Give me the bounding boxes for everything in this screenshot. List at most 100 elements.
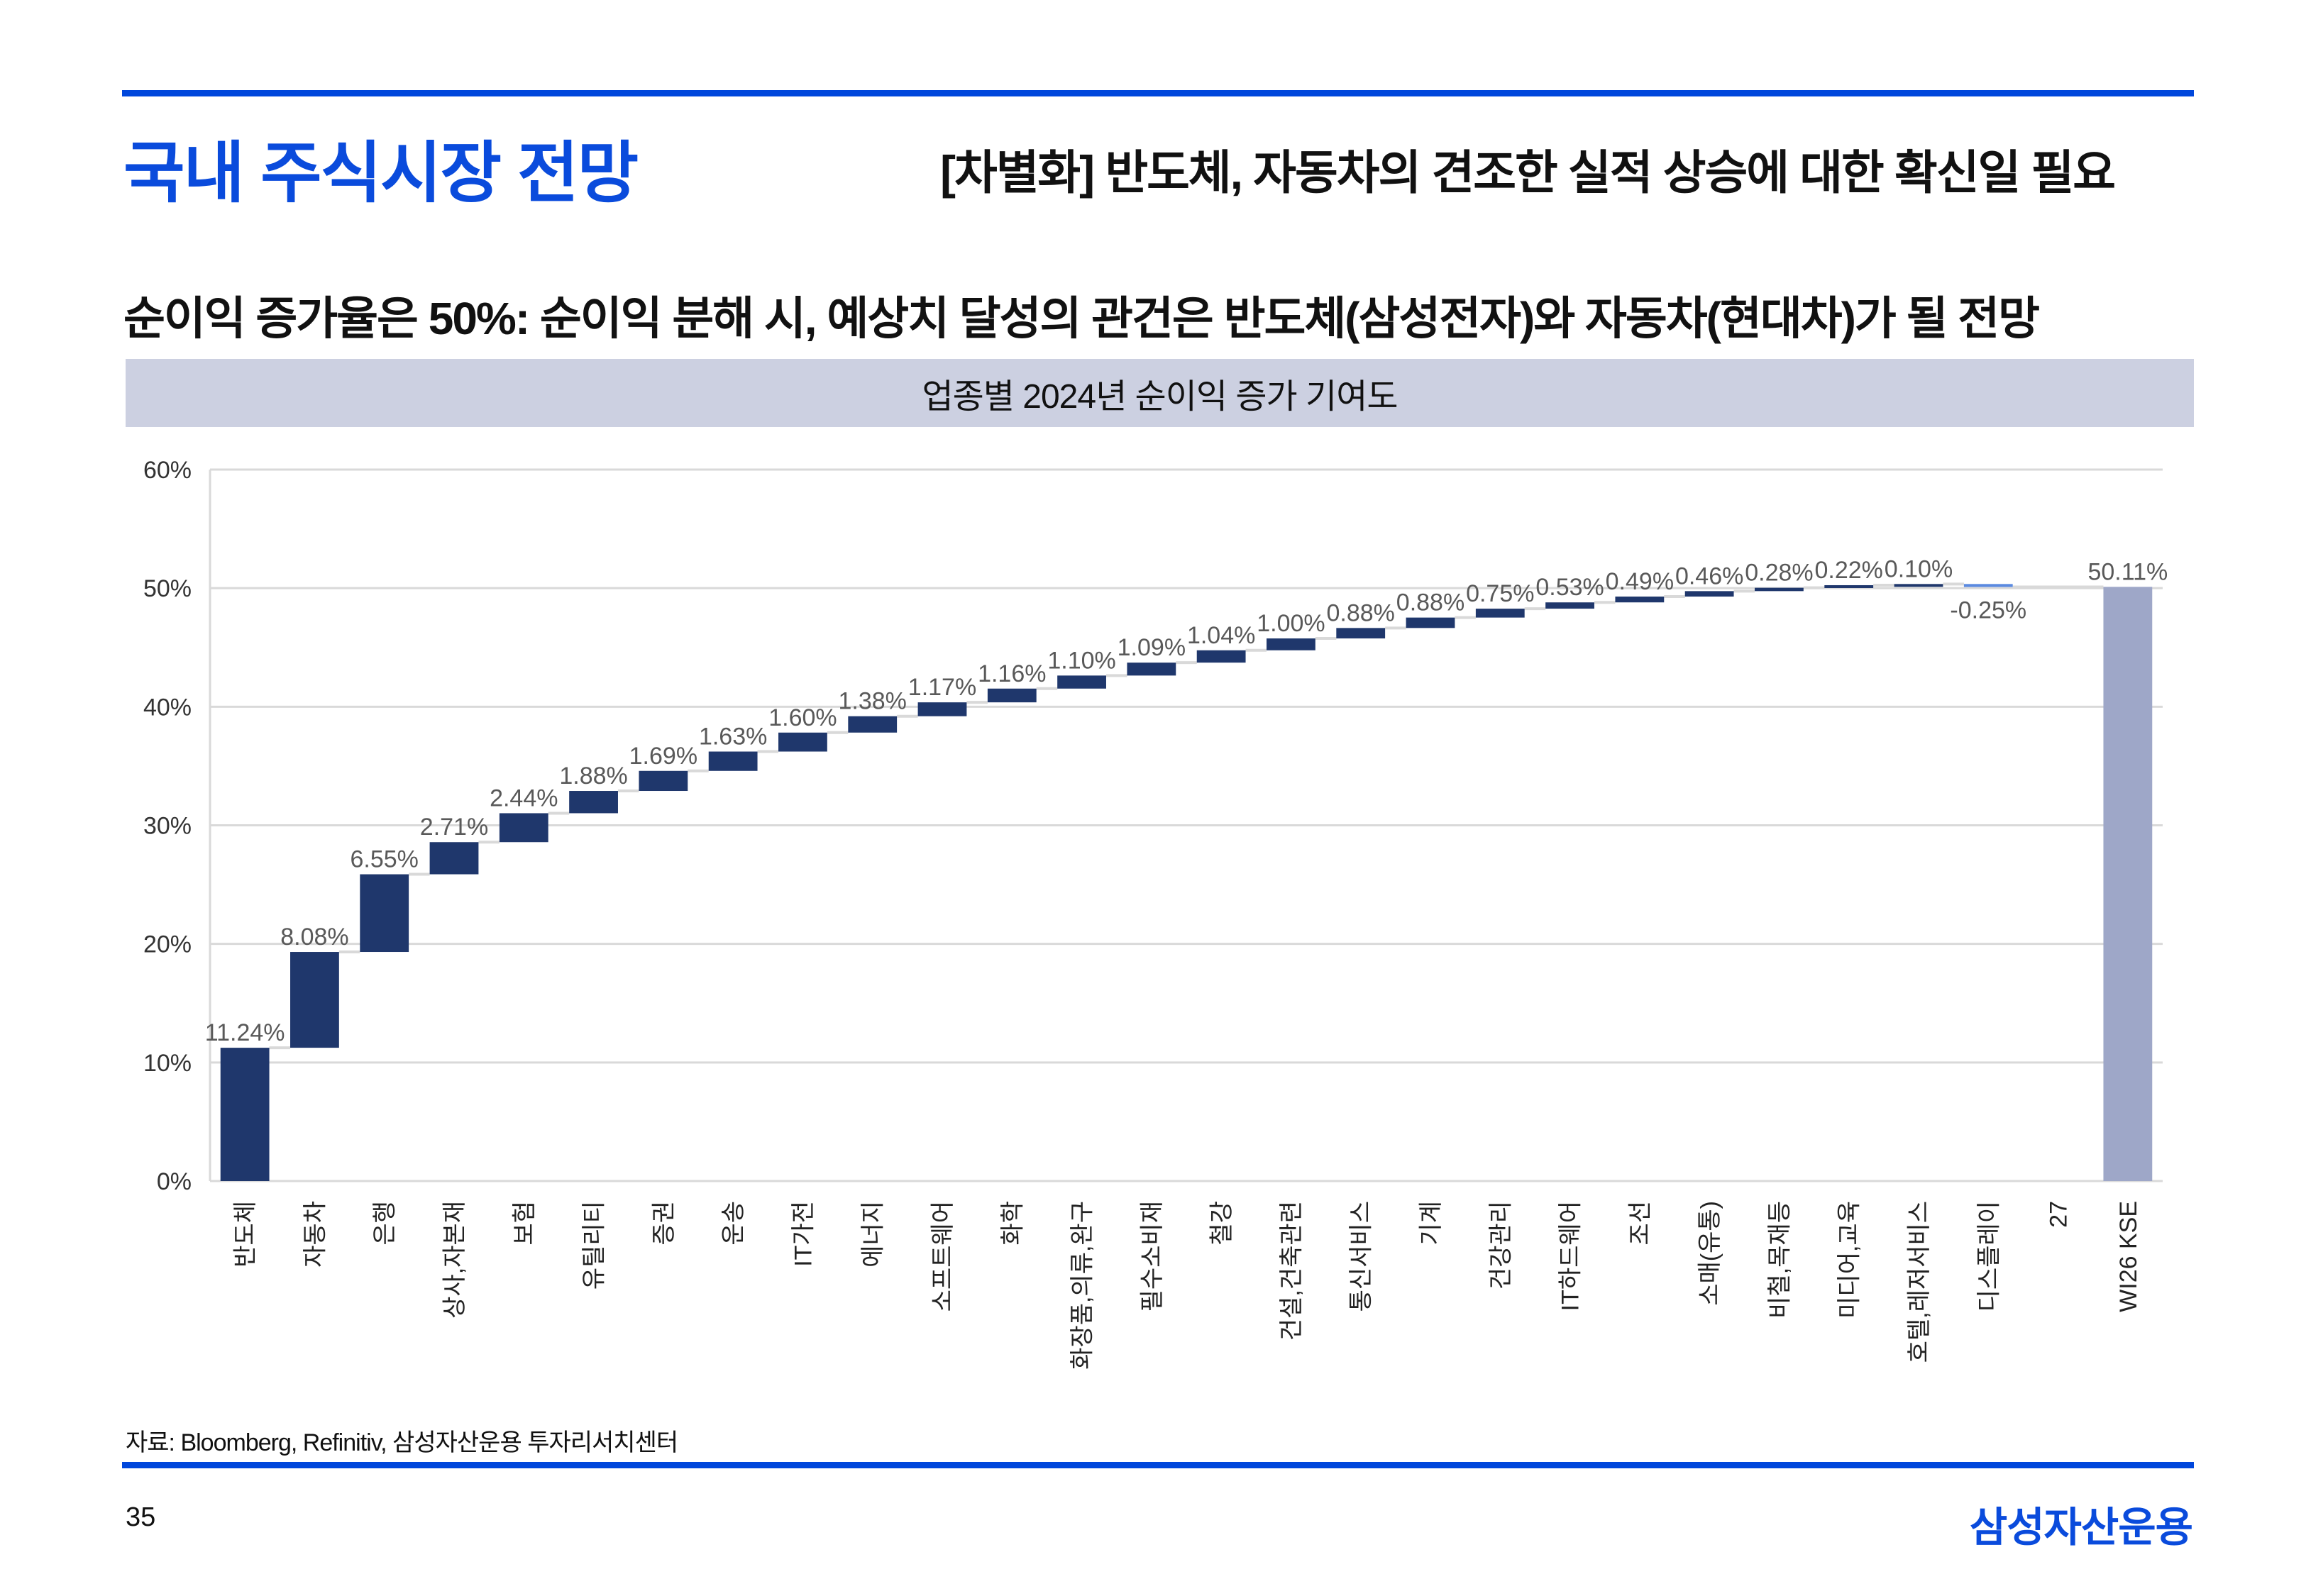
x-axis-label: 호텔,레저서비스 xyxy=(1906,1201,1933,1363)
data-label: 50.11% xyxy=(2087,558,2168,585)
x-axis-label: 화장품,의류,완구 xyxy=(1069,1201,1096,1370)
data-label: 1.00% xyxy=(1257,610,1325,637)
x-axis-label: 화학 xyxy=(999,1201,1026,1246)
x-axis-label: 유틸리티 xyxy=(581,1201,608,1290)
page-title: 국내 주식시장 전망 xyxy=(123,135,639,210)
x-axis-label: 건강관리 xyxy=(1487,1201,1514,1290)
bar-increase xyxy=(778,732,827,752)
x-axis-label: 철강 xyxy=(1208,1201,1235,1246)
data-label: 1.10% xyxy=(1047,647,1115,674)
data-label: 0.53% xyxy=(1535,574,1604,601)
bar-decrease xyxy=(1963,584,2013,587)
data-label: 1.16% xyxy=(978,660,1046,687)
data-label: 1.17% xyxy=(908,674,976,701)
data-label: 8.08% xyxy=(280,924,348,951)
x-axis-label: 비철,목재등 xyxy=(1766,1201,1793,1319)
gridlines xyxy=(209,468,2163,1182)
y-tick-label: 10% xyxy=(143,1050,192,1077)
bar-increase xyxy=(708,751,758,771)
bar-increase xyxy=(1545,602,1594,609)
y-axis-ticks: 0% 10% 20% 30% 40% 50% 60% xyxy=(143,457,192,1195)
data-label: 0.10% xyxy=(1885,555,1953,582)
x-axis-label: 디스플레이 xyxy=(1975,1201,2002,1312)
chart-title: 업종별 2024년 순이익 증가 기여도 xyxy=(922,378,1398,416)
x-axis-label: 미디어,교육 xyxy=(1836,1201,1863,1319)
x-axis-label: 운송 xyxy=(720,1201,747,1246)
bars xyxy=(220,584,2153,1181)
data-label: 1.60% xyxy=(768,704,837,731)
x-axis-label: WI26 KSE xyxy=(2115,1201,2142,1312)
bar-increase xyxy=(1824,584,1874,588)
x-axis-label: IT가전 xyxy=(790,1201,817,1267)
bar-increase xyxy=(1684,591,1734,597)
headline: 순이익 증가율은 50%: 순이익 분해 시, 예상치 달성의 관건은 반도체(… xyxy=(123,293,2040,344)
x-axis-label: 조선 xyxy=(1627,1201,1654,1246)
source-note: 자료: Bloomberg, Refinitiv, 삼성자산운용 투자리서치센터 xyxy=(126,1429,678,1456)
x-axis-label: 상사,자본재 xyxy=(441,1201,468,1319)
bar-increase xyxy=(1475,609,1525,618)
x-axis-label: 통신서비스 xyxy=(1348,1201,1375,1312)
y-tick-label: 40% xyxy=(143,694,192,721)
y-tick-label: 60% xyxy=(143,457,192,484)
x-axis-label: 보험 xyxy=(511,1201,538,1246)
data-label: 1.88% xyxy=(559,763,627,789)
data-label: 0.22% xyxy=(1815,557,1883,584)
data-label: 1.09% xyxy=(1118,634,1186,661)
x-axis-label: 반도체 xyxy=(232,1201,259,1268)
bar-increase xyxy=(569,791,618,814)
data-label: 2.71% xyxy=(420,814,488,841)
data-label: 0.28% xyxy=(1745,560,1813,587)
bottom-divider xyxy=(122,1462,2194,1468)
data-label: 1.69% xyxy=(629,743,697,770)
bar-total xyxy=(2103,587,2153,1181)
x-axis-label: 소프트웨어 xyxy=(929,1201,956,1312)
bar-increase xyxy=(1336,628,1386,639)
x-axis-label: 기계 xyxy=(1418,1201,1445,1246)
bar-increase xyxy=(1196,650,1246,663)
y-tick-label: 30% xyxy=(143,813,192,840)
bar-increase xyxy=(499,813,548,843)
data-label: 0.49% xyxy=(1606,568,1674,595)
x-axis-label: 건설,건축관련 xyxy=(1278,1201,1305,1341)
page-number: 35 xyxy=(126,1502,156,1532)
x-axis-label: 은행 xyxy=(372,1201,399,1246)
bar-increase xyxy=(429,842,479,875)
bar-increase xyxy=(360,874,409,953)
x-axis-label: 27 xyxy=(2046,1201,2073,1228)
bar-increase xyxy=(848,716,898,733)
x-axis-labels: 반도체 자동차 은행 상사,자본재 보험 유틸리티 증권 운송 IT가전 에너지 소프트웨어 화학 화장… xyxy=(232,1201,2142,1370)
bar-increase xyxy=(1267,638,1315,650)
bar-increase xyxy=(1894,584,1943,587)
data-label: -0.25% xyxy=(1950,597,2026,624)
x-axis-label: 소매(유통) xyxy=(1697,1201,1723,1306)
bar-increase xyxy=(917,702,967,716)
x-axis-label: IT하드웨어 xyxy=(1557,1201,1584,1311)
bar-increase xyxy=(220,1048,270,1181)
x-axis-label: 필수소비재 xyxy=(1139,1201,1166,1312)
data-label: 0.88% xyxy=(1327,599,1395,626)
data-label: 0.46% xyxy=(1675,563,1743,589)
y-tick-label: 50% xyxy=(143,575,192,602)
connectors xyxy=(269,582,2104,1050)
y-tick-label: 0% xyxy=(157,1168,192,1195)
brand-logo: 삼성자산운용 xyxy=(1969,1504,2193,1551)
y-tick-label: 20% xyxy=(143,931,192,958)
x-axis-label: 자동차 xyxy=(302,1201,329,1268)
data-label: 1.38% xyxy=(839,688,907,715)
data-labels: 11.24% 8.08% 6.55%2.71%2.44%1.88%1.69%1.63… xyxy=(205,555,2168,1046)
data-label: 6.55% xyxy=(351,846,419,873)
top-divider xyxy=(122,90,2194,96)
data-label: 0.88% xyxy=(1396,589,1464,616)
bar-increase xyxy=(1127,663,1176,676)
data-label: 1.63% xyxy=(699,724,767,750)
bar-increase xyxy=(987,688,1037,703)
bar-increase xyxy=(1406,617,1455,628)
data-label: 11.24% xyxy=(205,1019,285,1046)
data-label: 2.44% xyxy=(490,785,558,811)
x-axis-label: 에너지 xyxy=(860,1201,887,1268)
bar-increase xyxy=(1057,675,1106,689)
bar-increase xyxy=(639,770,688,792)
page-subtitle: [차별화] 반도체, 자동차의 견조한 실적 상승에 대한 확신일 필요 xyxy=(940,146,2116,199)
bar-increase xyxy=(1615,597,1665,603)
